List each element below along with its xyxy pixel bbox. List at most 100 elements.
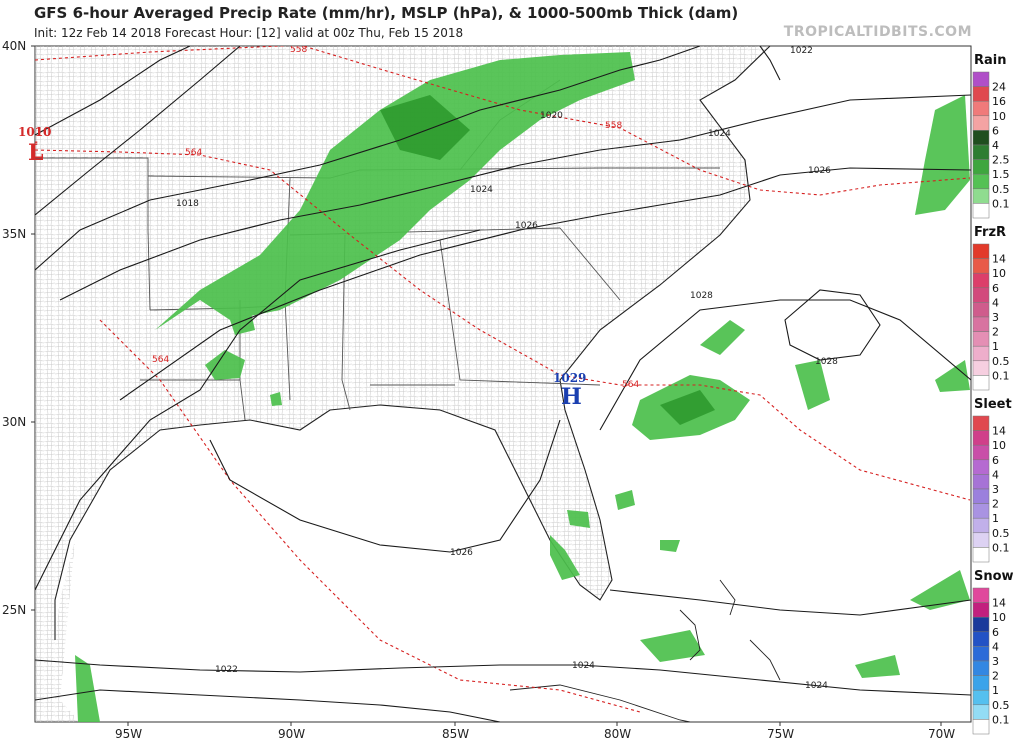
- lon-label-90w: 90W: [278, 727, 305, 741]
- legend-tick-label: 14: [992, 425, 1006, 438]
- legend-swatch: [972, 704, 990, 720]
- legend-swatch: [972, 144, 990, 160]
- lon-label-70w: 70W: [928, 727, 955, 741]
- isobar-label: 1024: [805, 681, 828, 691]
- legend-tick-label: 6: [992, 626, 999, 639]
- legend-tick-label: 24: [992, 81, 1006, 94]
- high-pressure-value: 1029: [553, 371, 586, 385]
- legend-tick-label: 0.5: [992, 355, 1010, 368]
- isobar-label: 1018: [176, 199, 199, 209]
- legend-swatch: [972, 474, 990, 490]
- legend-tick-label: 6: [992, 124, 999, 137]
- isobar-label: 1022: [215, 665, 238, 675]
- thickness-label: 564: [622, 380, 639, 390]
- brand-watermark: TROPICALTIDBITS.COM: [783, 24, 972, 40]
- precip-heavy: [380, 95, 715, 425]
- isobars: [35, 46, 971, 722]
- latitude-labels: 40N 35N 30N 25N: [2, 39, 26, 617]
- legend-swatch: [972, 430, 990, 446]
- low-pressure-center: 1010 L: [18, 125, 51, 164]
- legend-swatch: [972, 459, 990, 475]
- lat-label-25n: 25N: [2, 603, 26, 617]
- legend-tick-label: 3: [992, 483, 999, 496]
- lat-label-30n: 30N: [2, 415, 26, 429]
- legend-tick-label: 6: [992, 454, 999, 467]
- legend-tick-label: 0.1: [992, 197, 1010, 210]
- low-pressure-value: 1010: [18, 125, 51, 139]
- legend-tick-label: 3: [992, 655, 999, 668]
- legend-swatch: [972, 86, 990, 102]
- thickness-label: 558: [605, 121, 622, 131]
- legend-swatch: [972, 547, 990, 563]
- legend-tick-label: 0.5: [992, 699, 1010, 712]
- lon-label-75w: 75W: [767, 727, 794, 741]
- legend-swatch: [972, 203, 990, 219]
- legend-swatch: [972, 602, 990, 618]
- legend-tick-label: 4: [992, 468, 999, 481]
- legend-swatch: [972, 100, 990, 117]
- legend-tick-label: 1: [992, 340, 999, 353]
- high-pressure-letter: H: [561, 384, 582, 410]
- thickness-label: 564: [152, 355, 169, 365]
- legend-swatch: [972, 375, 990, 391]
- legend-swatch: [972, 71, 990, 87]
- legend-tick-label: 10: [992, 110, 1006, 123]
- legend-tick-label: 0.5: [992, 183, 1010, 196]
- lon-label-85w: 85W: [442, 727, 469, 741]
- legend-swatch: [972, 646, 990, 662]
- legend-swatch: [972, 345, 990, 362]
- legend-tick-label: 14: [992, 253, 1006, 266]
- map-subtitle: Init: 12z Feb 14 2018 Forecast Hour: [12…: [34, 26, 464, 40]
- lon-label-80w: 80W: [604, 727, 631, 741]
- legend-swatch: [972, 258, 990, 274]
- legend-title-frzr: FrzR: [974, 225, 1006, 240]
- map-title: GFS 6-hour Averaged Precip Rate (mm/hr),…: [34, 4, 739, 22]
- svg-text:L: L: [28, 140, 43, 166]
- legend-tick-label: 2: [992, 498, 999, 511]
- legend-swatch: [972, 173, 990, 190]
- legend-tick-label: 2: [992, 670, 999, 683]
- low-pressure-letter: L: [28, 138, 43, 164]
- thickness-label: 558: [290, 45, 307, 55]
- legend-swatch: [972, 287, 990, 303]
- us-coastline: [54, 46, 771, 640]
- legend-tick-label: 1: [992, 684, 999, 697]
- isobar-label: 1024: [708, 129, 731, 139]
- legend-swatch: [972, 302, 990, 318]
- legend-tick-label: 0.5: [992, 527, 1010, 540]
- legend-tick-label: 1: [992, 512, 999, 525]
- thickness-lines: [35, 46, 971, 713]
- isobar-labels: 1022 1020 1024 1018 1024 1026 1026 1028 …: [176, 46, 838, 691]
- legend-swatch: [972, 360, 990, 376]
- axis-ticks: [31, 45, 942, 726]
- header: GFS 6-hour Averaged Precip Rate (mm/hr),…: [0, 0, 1024, 44]
- legend-tick-label: 16: [992, 95, 1006, 108]
- svg-text:1010: 1010: [18, 125, 51, 139]
- isobar-label: 1020: [540, 111, 563, 121]
- precip-legends: Rain241610642.51.50.50.1FrzR1410643210.5…: [972, 53, 1014, 735]
- legend-tick-label: 10: [992, 267, 1006, 280]
- isobar-label: 1028: [690, 291, 713, 301]
- legend-swatch: [972, 719, 990, 735]
- legend-swatch: [972, 130, 990, 146]
- legend-tick-label: 0.1: [992, 541, 1010, 554]
- legend-swatch: [972, 444, 990, 461]
- legend-tick-label: 3: [992, 311, 999, 324]
- caribbean-islands: [509, 579, 781, 722]
- legend-swatch: [972, 316, 990, 332]
- legend-tick-label: 6: [992, 282, 999, 295]
- lat-label-35n: 35N: [2, 227, 26, 241]
- legend-tick-label: 1.5: [992, 168, 1010, 181]
- isobar-label: 1022: [790, 46, 813, 56]
- legend-swatch: [972, 532, 990, 548]
- legend-title-snow: Snow: [974, 569, 1014, 584]
- isobar-label: 1024: [470, 185, 493, 195]
- legend-tick-label: 10: [992, 439, 1006, 452]
- legend-swatch: [972, 689, 990, 706]
- legend-tick-label: 14: [992, 597, 1006, 610]
- legend-title-sleet: Sleet: [974, 397, 1012, 412]
